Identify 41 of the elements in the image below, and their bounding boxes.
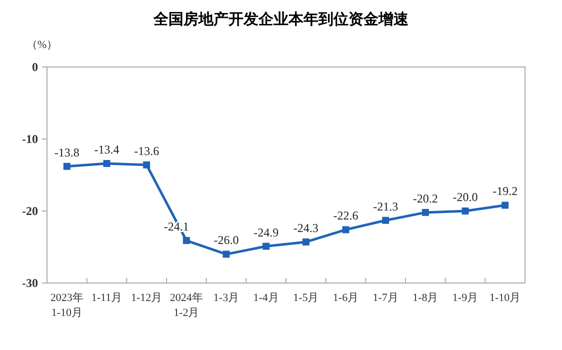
x-tick-label: 1-11月 bbox=[91, 292, 122, 304]
y-tick-label: 0 bbox=[32, 60, 38, 74]
point bbox=[63, 162, 70, 170]
text: -20.2 bbox=[412, 191, 438, 206]
point bbox=[222, 250, 230, 258]
x-tick-label: 2023年 1-10月 bbox=[50, 292, 84, 319]
text: -13.4 bbox=[94, 142, 120, 156]
point bbox=[262, 242, 270, 250]
text: -13.6 bbox=[134, 144, 160, 158]
text: -21.3 bbox=[373, 199, 398, 214]
point bbox=[103, 160, 110, 167]
x-tick-label: 1-7月 bbox=[372, 292, 398, 304]
text: -24.3 bbox=[293, 220, 318, 235]
x-tick-label: 1-10月 bbox=[489, 292, 521, 304]
text: -22.6 bbox=[333, 208, 358, 223]
point bbox=[462, 208, 469, 214]
x-tick-label: 1-6月 bbox=[332, 292, 359, 304]
y-axis-title: （%） bbox=[26, 39, 58, 51]
x-tick-label: 1-9月 bbox=[452, 292, 478, 304]
point bbox=[502, 202, 509, 209]
point bbox=[422, 208, 429, 216]
point bbox=[342, 226, 350, 234]
x-tick-label: 1-3月 bbox=[213, 292, 240, 304]
y-tick-label: -10 bbox=[22, 132, 38, 146]
y-tick-label: -30 bbox=[22, 276, 38, 290]
x-tick-label: 1-12月 bbox=[130, 292, 162, 304]
point bbox=[302, 238, 310, 246]
y-tick-label: -20 bbox=[22, 204, 38, 218]
x-tick-label: 2024年 1-2月 bbox=[170, 292, 203, 319]
x-tick-label: 1-8月 bbox=[412, 292, 438, 304]
x-tick-label: 1-4月 bbox=[253, 292, 279, 304]
chart-title: 全国房地产开发企业本年到位资金增速 bbox=[152, 10, 410, 28]
point bbox=[382, 216, 390, 224]
text: -26.0 bbox=[214, 233, 239, 248]
text: -24.9 bbox=[254, 225, 279, 240]
text: -19.2 bbox=[492, 184, 518, 198]
text: -13.8 bbox=[54, 145, 80, 160]
x-tick-label: 1-5月 bbox=[293, 292, 319, 304]
point bbox=[182, 237, 190, 244]
point bbox=[143, 161, 150, 168]
text: -20.0 bbox=[452, 190, 478, 204]
